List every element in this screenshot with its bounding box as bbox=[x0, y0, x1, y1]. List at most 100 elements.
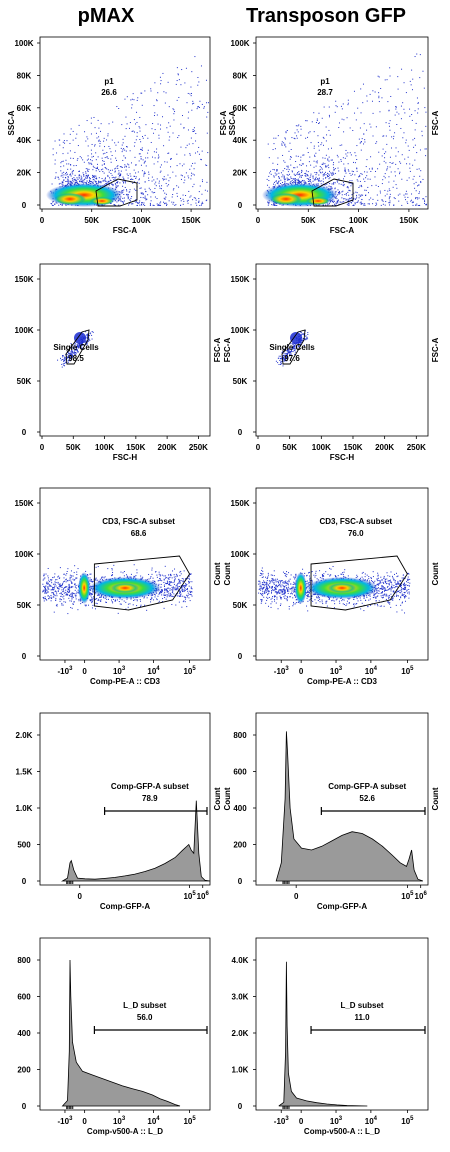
event-dot bbox=[336, 198, 338, 200]
event-dot bbox=[389, 75, 391, 77]
event-dot bbox=[125, 128, 127, 130]
event-dot bbox=[52, 204, 54, 206]
event-dot bbox=[54, 583, 56, 585]
event-dot bbox=[376, 203, 378, 205]
event-dot bbox=[163, 581, 165, 583]
event-dot bbox=[135, 176, 137, 178]
event-dot bbox=[334, 204, 336, 206]
event-dot bbox=[166, 203, 168, 205]
event-dot bbox=[382, 200, 384, 202]
event-dot bbox=[425, 204, 427, 206]
event-dot bbox=[190, 137, 192, 139]
event-dot bbox=[58, 575, 60, 577]
event-dot bbox=[90, 581, 92, 583]
event-dot bbox=[48, 597, 50, 599]
event-dot bbox=[194, 152, 196, 154]
event-dot bbox=[283, 358, 285, 360]
event-dot bbox=[68, 584, 70, 586]
event-dot bbox=[156, 599, 158, 601]
event-dot bbox=[164, 102, 166, 104]
event-dot bbox=[116, 181, 118, 183]
event-dot bbox=[403, 108, 405, 110]
event-dot bbox=[341, 108, 343, 110]
event-dot bbox=[144, 172, 146, 174]
event-dot bbox=[51, 183, 53, 185]
event-dot bbox=[117, 165, 119, 167]
event-dot bbox=[273, 204, 275, 206]
event-dot bbox=[288, 150, 290, 152]
event-dot bbox=[54, 573, 56, 575]
event-dot bbox=[406, 193, 408, 195]
event-dot bbox=[359, 174, 361, 176]
event-dot bbox=[161, 574, 163, 576]
event-dot bbox=[151, 191, 153, 193]
event-dot bbox=[63, 171, 65, 173]
event-dot bbox=[360, 172, 362, 174]
event-dot bbox=[361, 141, 363, 143]
event-dot bbox=[64, 176, 66, 178]
event-dot bbox=[300, 342, 302, 344]
event-dot bbox=[167, 81, 169, 83]
event-dot bbox=[90, 133, 92, 135]
event-dot bbox=[187, 129, 189, 131]
event-dot bbox=[347, 163, 349, 165]
event-dot bbox=[43, 574, 45, 576]
event-dot bbox=[280, 179, 282, 181]
event-dot bbox=[315, 174, 317, 176]
event-dot bbox=[347, 102, 349, 104]
gate-name: Single Cells bbox=[53, 343, 99, 352]
event-dot bbox=[177, 595, 179, 597]
event-dot bbox=[124, 149, 126, 151]
event-dot bbox=[388, 109, 390, 111]
event-dot bbox=[293, 345, 295, 347]
event-dot bbox=[141, 193, 143, 195]
event-dot bbox=[78, 345, 80, 347]
event-dot bbox=[413, 175, 415, 177]
event-dot bbox=[321, 142, 323, 144]
event-dot bbox=[314, 179, 316, 181]
event-dot bbox=[137, 97, 139, 99]
event-dot bbox=[412, 204, 414, 206]
event-dot bbox=[61, 172, 63, 174]
event-dot bbox=[298, 181, 300, 183]
event-dot bbox=[138, 201, 140, 203]
event-dot bbox=[185, 172, 187, 174]
event-dot bbox=[68, 585, 70, 587]
event-dot bbox=[360, 149, 362, 151]
event-dot bbox=[293, 347, 295, 349]
event-dot bbox=[170, 159, 172, 161]
event-dot bbox=[323, 137, 325, 139]
event-dot bbox=[113, 564, 115, 566]
event-dot bbox=[111, 601, 113, 603]
event-dot bbox=[128, 204, 130, 206]
event-dot bbox=[126, 146, 128, 148]
event-dot bbox=[75, 577, 77, 579]
event-dot bbox=[118, 108, 120, 110]
event-dot bbox=[207, 152, 209, 154]
event-dot bbox=[154, 183, 156, 185]
event-dot bbox=[173, 188, 175, 190]
event-dot bbox=[419, 175, 421, 177]
event-dot bbox=[303, 179, 305, 181]
event-dot bbox=[75, 593, 77, 595]
event-dot bbox=[388, 110, 390, 112]
event-dot bbox=[69, 133, 71, 135]
event-dot bbox=[71, 355, 73, 357]
event-dot bbox=[345, 199, 347, 201]
event-dot bbox=[80, 180, 82, 182]
event-dot bbox=[81, 178, 83, 180]
event-dot bbox=[175, 576, 177, 578]
event-dot bbox=[396, 111, 398, 113]
event-dot bbox=[396, 187, 398, 189]
event-dot bbox=[360, 112, 362, 114]
event-dot bbox=[285, 355, 287, 357]
event-dot bbox=[87, 170, 89, 172]
event-dot bbox=[180, 573, 182, 575]
event-dot bbox=[293, 167, 295, 169]
event-dot bbox=[69, 587, 71, 589]
event-dot bbox=[60, 170, 62, 172]
event-dot bbox=[69, 357, 71, 359]
event-dot bbox=[296, 166, 298, 168]
event-dot bbox=[74, 579, 76, 581]
event-dot bbox=[158, 180, 160, 182]
